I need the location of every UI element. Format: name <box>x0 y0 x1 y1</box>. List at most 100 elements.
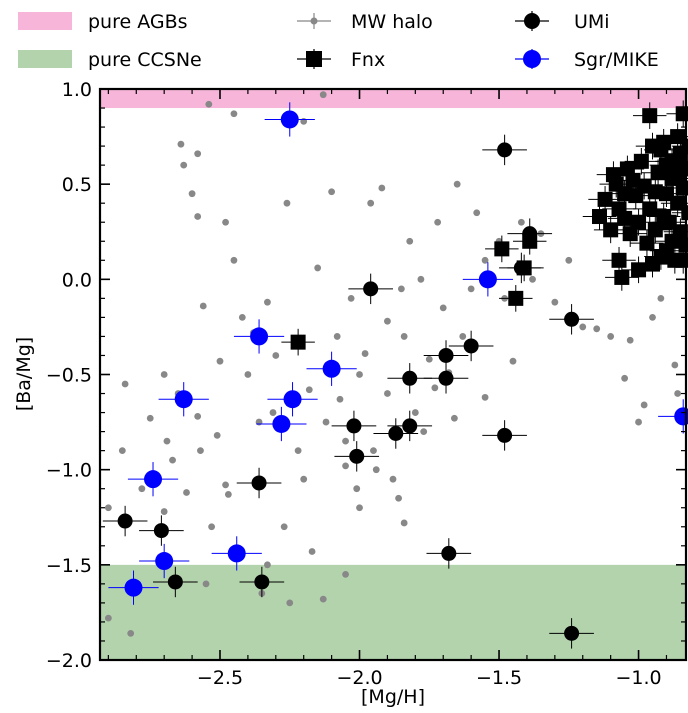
data-point <box>664 153 680 169</box>
data-point <box>402 370 418 386</box>
data-point <box>370 447 377 455</box>
y-tick-label: 0.0 <box>62 269 92 291</box>
data-point <box>342 462 349 470</box>
data-point <box>388 426 404 442</box>
legend-label-pure-agbs: pure AGBs <box>88 11 188 33</box>
data-point <box>658 243 674 259</box>
data-point <box>300 475 308 483</box>
data-point <box>121 380 129 388</box>
data-point <box>169 456 176 464</box>
data-point <box>649 314 656 321</box>
legend-swatch-pure-agbs <box>18 12 72 30</box>
data-point <box>117 513 133 529</box>
data-point <box>294 447 302 455</box>
band-1 <box>100 564 686 660</box>
data-point <box>222 481 229 489</box>
data-point <box>497 142 513 158</box>
data-point <box>389 475 397 483</box>
data-point <box>564 311 580 327</box>
data-point <box>118 447 126 455</box>
data-point <box>400 519 408 527</box>
data-point <box>593 325 601 333</box>
data-point <box>513 260 529 276</box>
data-point <box>346 418 362 434</box>
data-point <box>194 412 202 420</box>
data-point <box>174 390 193 409</box>
data-point <box>425 355 433 363</box>
data-point <box>199 302 207 310</box>
data-point <box>290 334 306 350</box>
data-point <box>611 252 627 268</box>
data-point <box>144 470 163 489</box>
band-0 <box>100 89 686 109</box>
data-point <box>244 371 252 378</box>
data-point <box>342 437 349 445</box>
data-point <box>230 110 238 118</box>
data-point <box>160 371 168 378</box>
data-point <box>205 100 213 108</box>
legend-label-mw-halo: MW halo <box>351 11 433 33</box>
data-point <box>319 595 327 603</box>
data-point <box>202 580 210 588</box>
data-point <box>286 599 294 607</box>
data-point <box>642 201 658 217</box>
data-point <box>481 256 489 264</box>
data-point <box>305 386 313 394</box>
data-point <box>411 409 419 416</box>
y-axis-ticks: −2.0 −1.5 −1.0 −0.5 0.0 0.5 1.0 <box>46 79 686 672</box>
data-point <box>653 142 669 158</box>
data-point <box>450 414 458 422</box>
data-point <box>420 428 428 435</box>
data-point <box>194 150 202 158</box>
data-point <box>494 241 510 257</box>
data-point <box>509 357 517 365</box>
data-point <box>402 418 418 434</box>
legend-swatch-pure-ccsne <box>18 50 72 68</box>
data-point <box>104 614 112 622</box>
y-tick-label: −2.0 <box>46 650 92 672</box>
data-point <box>603 222 619 238</box>
data-point <box>642 108 658 124</box>
data-point <box>342 570 349 578</box>
data-point <box>438 370 454 386</box>
data-point <box>224 491 232 498</box>
data-point <box>308 548 316 555</box>
data-point <box>597 191 613 207</box>
data-point <box>551 298 559 306</box>
data-point <box>384 317 391 325</box>
data-point <box>251 475 267 491</box>
data-point <box>579 323 587 331</box>
shaded-bands <box>100 89 686 660</box>
data-point <box>153 523 169 539</box>
legend-label-pure-ccsne: pure CCSNe <box>88 49 202 71</box>
data-point <box>208 523 216 531</box>
data-point <box>177 140 185 148</box>
data-point <box>363 281 379 297</box>
data-point <box>681 205 688 221</box>
data-point <box>160 508 168 515</box>
legend-label-fnx: Fnx <box>351 49 385 71</box>
data-point <box>280 110 299 129</box>
data-point <box>453 180 461 188</box>
x-tick-label: −1.0 <box>615 667 661 689</box>
data-point <box>397 285 405 293</box>
data-point <box>431 384 439 392</box>
y-tick-label: 1.0 <box>62 79 92 101</box>
data-point <box>467 285 475 293</box>
data-point <box>670 167 686 183</box>
data-point <box>230 256 238 264</box>
data-point <box>591 209 607 225</box>
data-point <box>180 161 188 169</box>
data-point <box>378 184 386 192</box>
data-point <box>621 374 629 382</box>
data-point <box>497 427 513 443</box>
data-point <box>406 237 414 245</box>
series-umi <box>102 134 594 649</box>
data-point <box>631 214 647 230</box>
data-point <box>633 153 649 169</box>
data-point <box>163 437 171 445</box>
data-point <box>283 199 291 207</box>
legend-marker-sgr-mike <box>523 50 541 68</box>
legend-marker-umi <box>524 13 540 29</box>
